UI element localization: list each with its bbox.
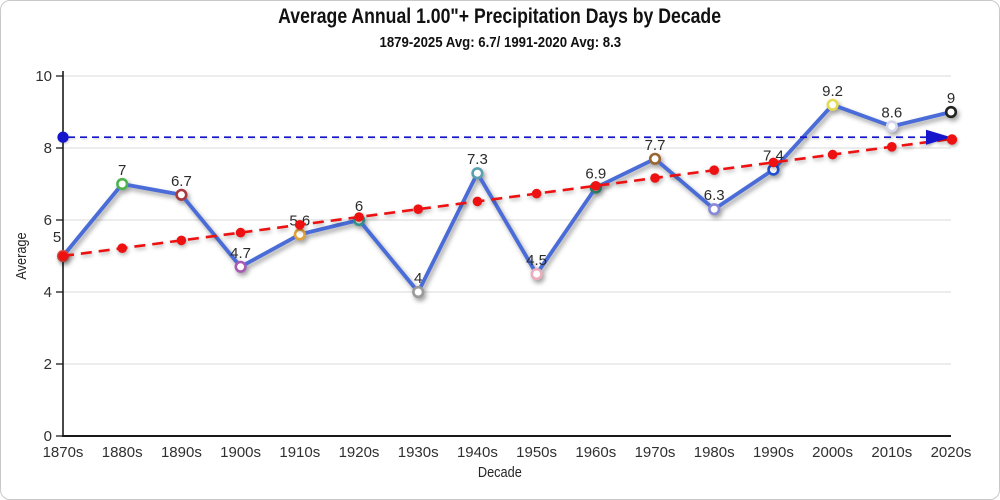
data-label: 7.3 <box>467 151 488 168</box>
y-tick-label: 10 <box>35 68 52 85</box>
data-label: 4 <box>414 270 422 287</box>
x-tick-label: 2000s <box>812 444 853 461</box>
data-label: 6.9 <box>585 166 606 183</box>
x-tick-label: 1920s <box>339 444 380 461</box>
data-label: 4.5 <box>526 252 547 269</box>
data-label: 7.4 <box>763 148 784 165</box>
data-label: 8.6 <box>881 104 902 121</box>
data-label: 7 <box>118 162 126 179</box>
data-label: 9 <box>947 90 955 107</box>
x-axis-title: Decade <box>1 464 999 481</box>
series-point-marker <box>885 120 898 133</box>
trendline-marker <box>827 149 838 160</box>
trendline-marker <box>176 235 187 246</box>
x-tick-label: 1910s <box>279 444 320 461</box>
trendline-end-marker <box>946 134 958 145</box>
series-point-marker <box>530 267 543 281</box>
series-point-marker <box>708 203 721 216</box>
x-tick-label: 1890s <box>161 444 202 461</box>
y-tick-label: 8 <box>44 140 52 157</box>
chart-title-text: Average Annual 1.00"+ Precipitation Days… <box>278 5 722 28</box>
trendline <box>62 137 952 258</box>
x-tick-label: 1940s <box>457 444 498 461</box>
data-label: 9.2 <box>822 83 843 100</box>
reference-line-start-dot <box>57 131 69 143</box>
trendline-marker <box>295 220 305 230</box>
data-label: 4.7 <box>230 245 251 262</box>
trendline-marker <box>768 157 779 168</box>
series-group <box>56 98 958 299</box>
trendline-marker <box>58 251 68 261</box>
trendline-marker <box>472 196 483 207</box>
y-tick-label: 6 <box>44 212 52 229</box>
trendline-marker <box>650 173 660 183</box>
x-axis-title-text: Decade <box>478 464 522 481</box>
x-tick-label: 1990s <box>753 444 794 461</box>
data-label: 7.7 <box>645 137 666 154</box>
chart-subtitle: 1879-2025 Avg: 6.7/ 1991-2020 Avg: 8.3 <box>1 34 999 51</box>
x-tick-label: 1870s <box>43 444 84 461</box>
series-point-marker <box>293 228 306 241</box>
x-tick-label: 1980s <box>694 444 735 461</box>
x-tick-label: 1930s <box>398 444 439 461</box>
reference-line-arrow <box>926 129 951 145</box>
series-line <box>61 102 953 294</box>
reference-line-group <box>57 129 951 145</box>
series-point-marker <box>412 285 425 299</box>
y-tick-label: 0 <box>44 428 52 445</box>
x-tick-label: 1880s <box>102 444 143 461</box>
series-point-marker <box>826 98 839 111</box>
data-label: 6.7 <box>171 173 192 190</box>
trendline-marker <box>235 227 246 238</box>
series-point-marker <box>944 105 958 119</box>
chart-subtitle-text: 1879-2025 Avg: 6.7/ 1991-2020 Avg: 8.3 <box>379 34 621 51</box>
data-label: 6 <box>355 198 363 215</box>
data-label: 5 <box>53 229 61 246</box>
trendline-marker <box>531 188 542 199</box>
trendline-marker <box>887 142 897 152</box>
series-point-marker <box>234 260 247 273</box>
series-point-marker <box>648 152 662 165</box>
x-tick-label: 1970s <box>635 444 676 461</box>
x-tick-label: 2010s <box>871 444 912 461</box>
data-label: 6.3 <box>704 187 725 204</box>
trendline-marker <box>413 204 424 214</box>
series-point-marker <box>471 167 484 180</box>
y-tick-label: 4 <box>44 284 52 301</box>
x-tick-label: 2020s <box>931 444 972 461</box>
series-point-marker <box>116 177 129 191</box>
trendline-marker <box>354 212 364 222</box>
trendline-marker <box>709 165 719 175</box>
trendline-marker <box>591 181 601 191</box>
x-tick-label: 1960s <box>575 444 616 461</box>
trendline-marker <box>117 243 127 253</box>
trendline-group <box>58 137 952 261</box>
chart-title: Average Annual 1.00"+ Precipitation Days… <box>1 5 999 29</box>
x-tick-label: 1900s <box>220 444 261 461</box>
series-point-marker <box>175 188 188 201</box>
y-tick-label: 2 <box>44 356 52 373</box>
x-tick-label: 1950s <box>516 444 557 461</box>
